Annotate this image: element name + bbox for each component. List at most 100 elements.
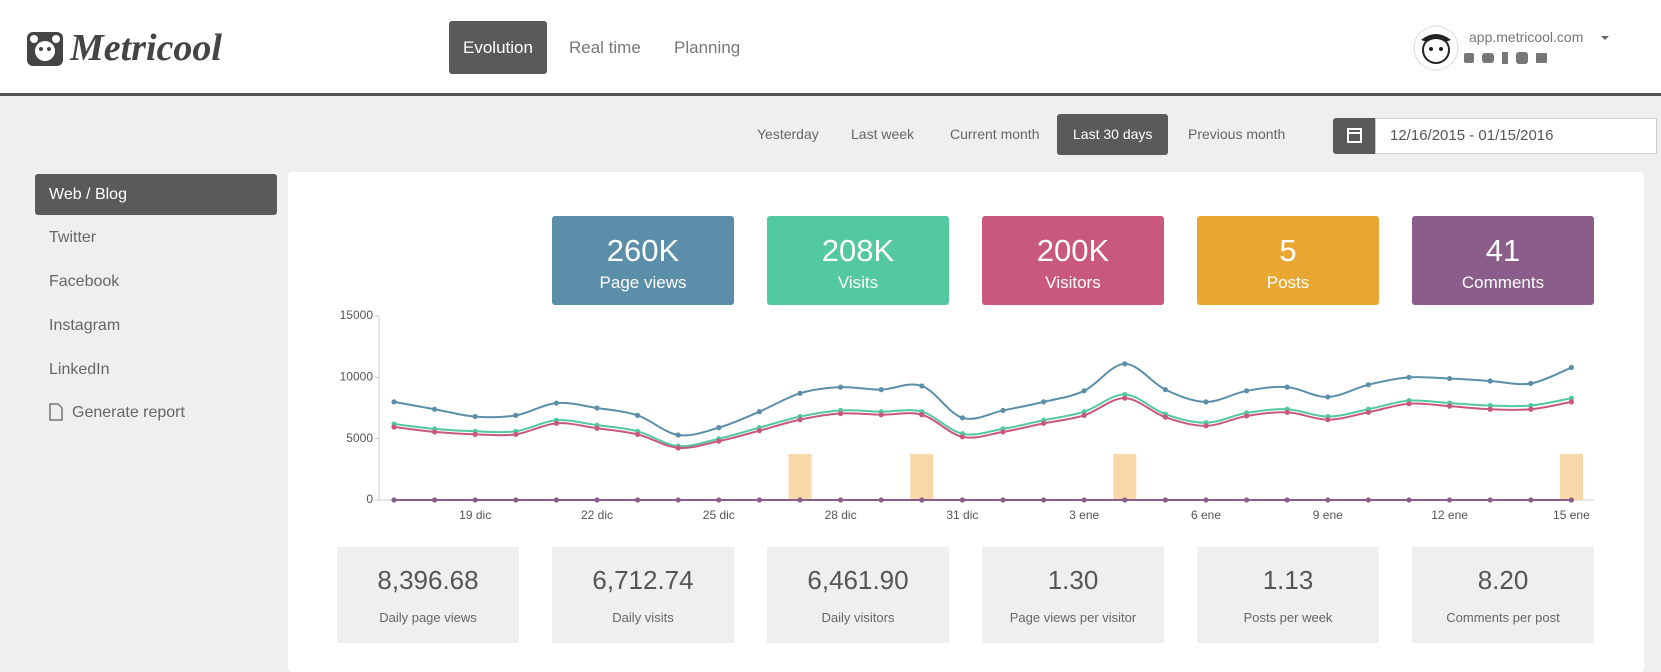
sidebar-item[interactable]: Generate report — [35, 392, 277, 433]
point — [391, 497, 397, 503]
point — [1081, 412, 1087, 418]
point — [513, 431, 519, 437]
stat-card: 8,396.68 Daily page views — [337, 547, 519, 643]
point — [716, 497, 722, 503]
period-button[interactable]: Last week — [851, 126, 915, 142]
x-tick-label: 28 dic — [825, 508, 857, 522]
stat-card: 1.13 Posts per week — [1197, 547, 1379, 643]
stat-label: Posts per week — [1243, 610, 1333, 625]
point — [594, 497, 600, 503]
point — [1203, 423, 1209, 429]
point — [1487, 406, 1493, 412]
point — [838, 497, 844, 503]
kpi-card: 41 Comments — [1412, 216, 1594, 305]
point — [1203, 497, 1209, 503]
kpi-card: 200K Visitors — [982, 216, 1164, 305]
point — [919, 383, 925, 389]
account[interactable]: app.metricool.com — [1469, 29, 1584, 45]
point — [1162, 497, 1168, 503]
x-tick-label: 19 dic — [459, 508, 491, 522]
stat-card: 6,461.90 Daily visitors — [767, 547, 949, 643]
stat-card: 1.30 Page views per visitor — [982, 547, 1164, 643]
point — [1162, 414, 1168, 420]
kpi-value: 5 — [1279, 233, 1297, 268]
bar — [910, 454, 934, 500]
point — [878, 412, 884, 418]
dropdown-caret[interactable] — [1600, 34, 1610, 42]
x-tick-label: 12 ene — [1431, 508, 1468, 522]
y-tick-label: 0 — [366, 492, 373, 506]
line — [393, 397, 1572, 450]
stat-label: Daily visitors — [821, 610, 895, 625]
period-button[interactable]: Current month — [950, 126, 1040, 142]
point — [1528, 497, 1534, 503]
sidebar-item[interactable]: Web / Blog — [35, 174, 277, 215]
point — [432, 406, 438, 412]
stat-card: 6,712.74 Daily visits — [552, 547, 734, 643]
point — [1122, 395, 1128, 401]
point — [1041, 420, 1047, 426]
x-tick-label: 6 ene — [1191, 508, 1221, 522]
point — [1447, 403, 1453, 409]
point — [553, 400, 560, 406]
point — [797, 497, 803, 503]
point — [756, 428, 763, 434]
kpi-card: 260K Page views — [552, 216, 734, 305]
period-button[interactable]: Yesterday — [757, 126, 819, 142]
chart: 0 5000 10000 15000 19 dic 22 dic 25 dic 28 dic 3… — [340, 308, 1594, 522]
point — [1000, 429, 1006, 435]
x-tick-label: 31 dic — [946, 508, 978, 522]
nav-tab[interactable]: Planning — [674, 38, 741, 57]
point — [635, 431, 641, 437]
stat-value: 1.30 — [1047, 565, 1099, 595]
period-button[interactable]: Last 30 days — [1057, 114, 1169, 155]
point — [1284, 384, 1290, 390]
point — [797, 390, 803, 396]
kpi-label: Visitors — [1045, 273, 1101, 292]
point — [594, 425, 600, 431]
stat-value: 8.20 — [1477, 565, 1529, 595]
stat-label: Daily visits — [612, 610, 674, 625]
sidebar-item[interactable]: Instagram — [49, 317, 121, 334]
point — [391, 424, 397, 430]
sidebar-item[interactable]: LinkedIn — [49, 361, 110, 378]
point — [959, 497, 966, 503]
nav-tab[interactable]: Real time — [569, 38, 641, 57]
calendar-button[interactable] — [1333, 118, 1376, 154]
sidebar-item[interactable]: Twitter — [49, 229, 97, 246]
point — [1081, 409, 1087, 415]
point — [675, 497, 681, 503]
point — [838, 384, 844, 390]
point — [1528, 406, 1534, 412]
kpi-label: Page views — [599, 273, 687, 292]
point — [594, 405, 600, 411]
point — [1487, 402, 1493, 409]
kpi-value: 41 — [1485, 233, 1521, 268]
x-tick-label: 3 ene — [1069, 508, 1099, 522]
period-button[interactable]: Previous month — [1188, 126, 1286, 142]
point — [1081, 388, 1087, 394]
x-tick-label: 15 ene — [1553, 508, 1590, 522]
point — [1406, 401, 1412, 407]
nav-tab[interactable]: Evolution — [449, 21, 547, 74]
point — [675, 445, 681, 451]
kpi-card: 5 Posts — [1197, 216, 1379, 305]
avatar[interactable] — [1412, 24, 1460, 72]
point — [1122, 497, 1128, 503]
point — [1568, 399, 1574, 405]
point — [472, 413, 478, 420]
point — [1284, 497, 1290, 503]
point — [716, 438, 722, 444]
kpi-label: Posts — [1266, 273, 1310, 292]
point — [1122, 391, 1128, 398]
point — [1487, 497, 1493, 503]
sidebar-item[interactable]: Facebook — [49, 273, 120, 290]
stat-value: 6,712.74 — [592, 565, 694, 595]
date-range[interactable]: 12/16/2015 - 01/15/2016 — [1375, 118, 1657, 154]
point — [756, 497, 763, 503]
point — [756, 409, 763, 415]
line — [393, 362, 1572, 437]
point — [1365, 409, 1371, 415]
point — [919, 412, 925, 418]
